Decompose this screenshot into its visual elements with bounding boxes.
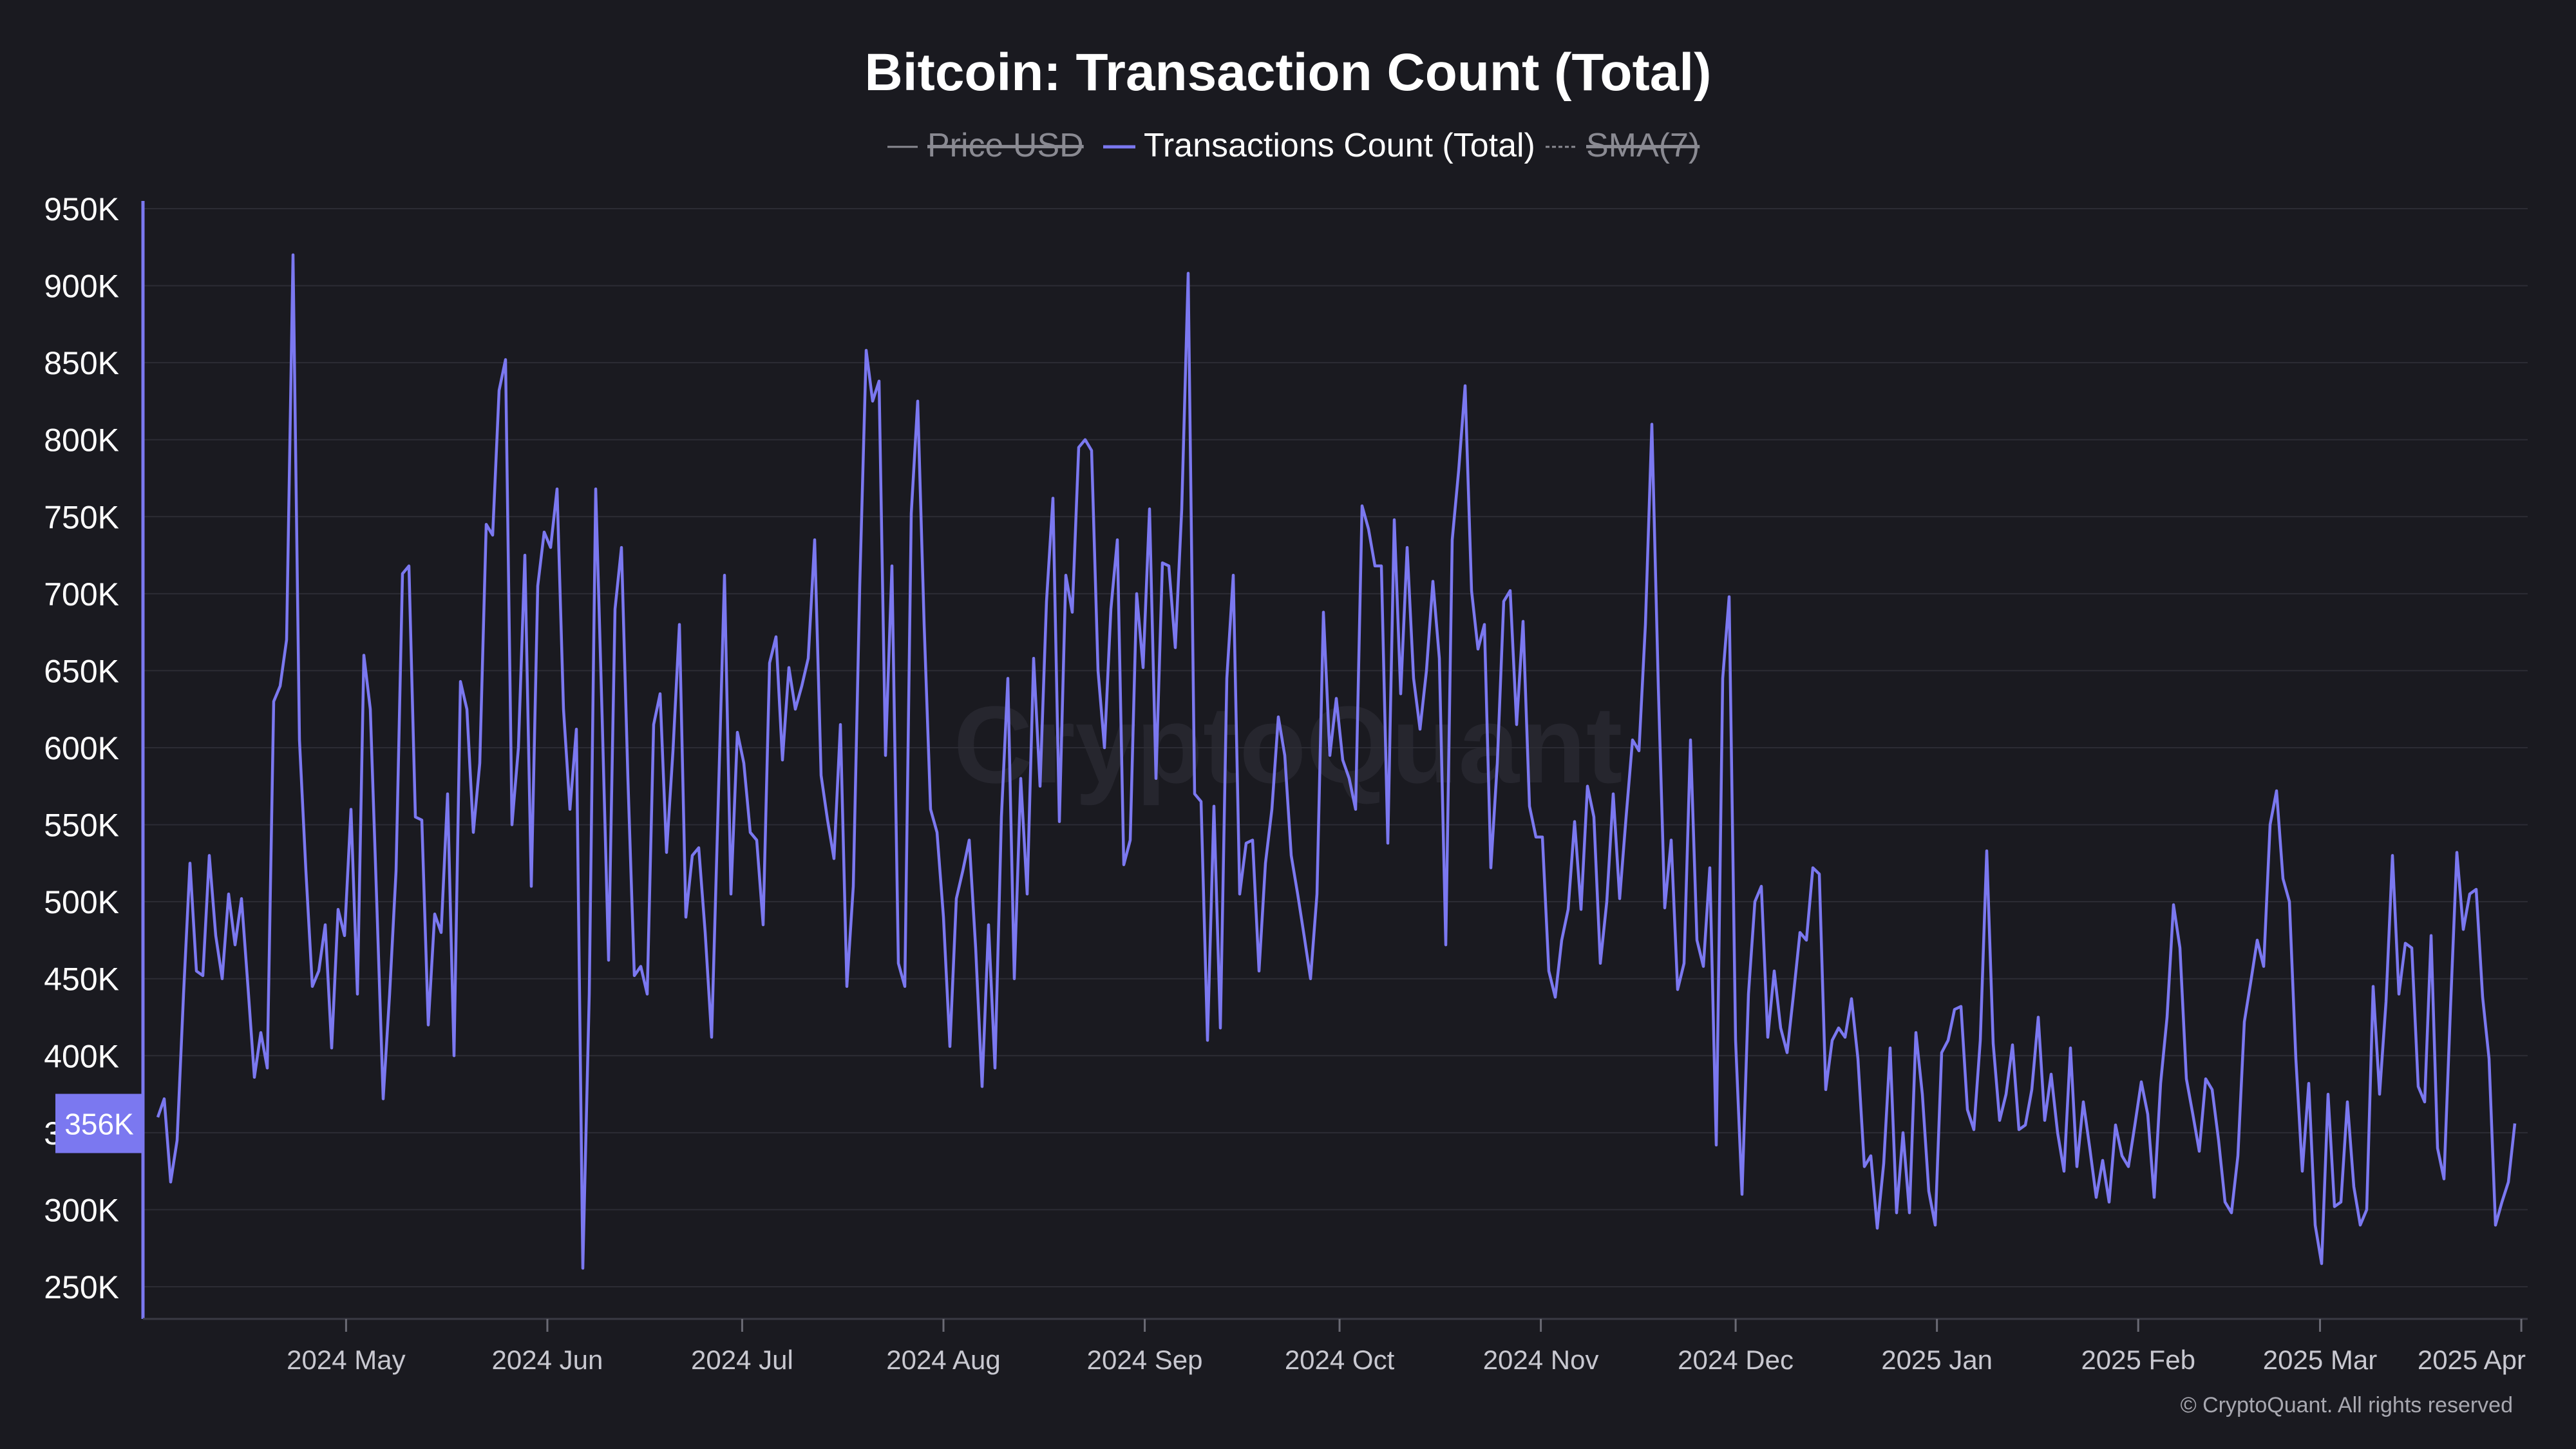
legend-label-transactions-count: Transactions Count (Total) [1144,127,1535,164]
y-tick-label-300K: 300K [44,1192,119,1228]
x-tick-label: 2024 Oct [1285,1345,1395,1375]
x-tick-label: 2025 Jan [1881,1345,1993,1375]
legend-item-transactions-count[interactable]: Transactions Count (Total) [1103,127,1535,164]
x-tick-label: 2025 Mar [2263,1345,2377,1375]
x-tick-label: 2024 Dec [1678,1345,1794,1375]
x-tick-label: 2024 Nov [1483,1345,1599,1375]
current-value-label: 356K [64,1108,134,1141]
legend-item-sma7[interactable]: SMA(7) [1546,127,1700,164]
x-tick-label: 2024 Sep [1087,1345,1203,1375]
y-tick-label-800K: 800K [44,422,119,459]
x-tick-label: 2024 Jul [691,1345,793,1375]
series-line-transactions-count [156,253,2517,1270]
y-tick-label-850K: 850K [44,345,119,381]
current-value-badge-bg [55,1094,143,1153]
y-tick-label-900K: 900K [44,269,119,305]
current-value-badge: 356K [55,1094,143,1153]
y-tick-label-600K: 600K [44,730,119,766]
y-tick-label-750K: 750K [44,499,119,535]
x-tick-label: 2025 Apr [2418,1345,2526,1375]
x-tick-label: 2024 Jun [492,1345,603,1375]
chart-title: Bitcoin: Transaction Count (Total) [865,43,1712,102]
y-tick-label-950K: 950K [44,191,119,227]
y-tick-label-400K: 400K [44,1038,119,1074]
x-tick-label: 2025 Feb [2081,1345,2195,1375]
y-tick-label-550K: 550K [44,808,119,844]
y-tick-label-700K: 700K [44,576,119,612]
y-tick-label-650K: 650K [44,653,119,689]
x-tick-label: 2024 May [287,1345,405,1375]
x-axis: 2024 May 2024 Jun 2024 Jul 2024 Aug 2024 Sep… [287,1319,2526,1375]
legend-label-price-usd: Price USD [927,127,1084,164]
y-tick-label-450K: 450K [44,961,119,998]
y-tick-label-500K: 500K [44,884,119,920]
y-tick-label-250K: 250K [44,1269,119,1305]
legend: Price USD Transactions Count (Total) SMA… [887,127,1700,164]
x-tick-label: 2024 Aug [886,1345,1001,1375]
legend-label-sma7: SMA(7) [1586,127,1700,164]
legend-item-price-usd[interactable]: Price USD [887,127,1084,164]
grid [143,208,2528,1287]
copyright-notice: © CryptoQuant. All rights reserved [2181,1393,2513,1417]
